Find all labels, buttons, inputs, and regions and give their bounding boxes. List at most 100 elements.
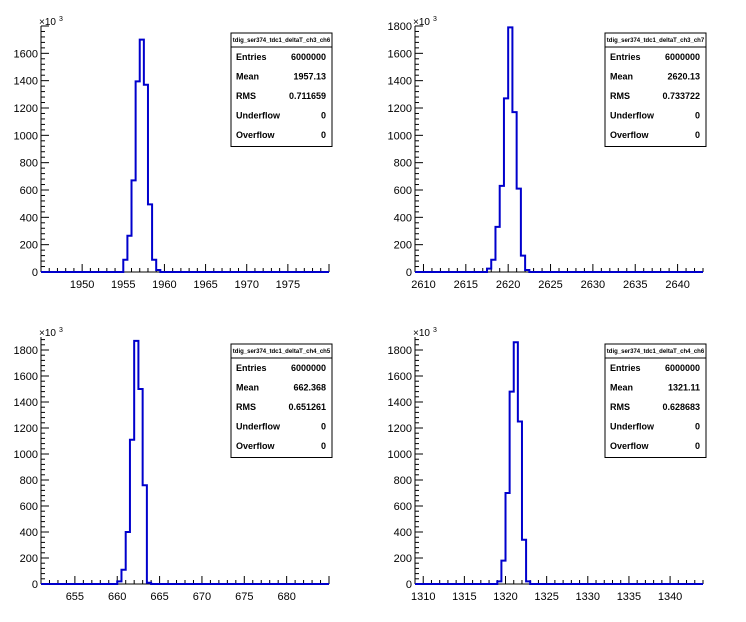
- x-tick-label: 680: [277, 591, 295, 603]
- stats-value-mean: 1321.11: [668, 383, 700, 393]
- y-tick-label: 1200: [388, 423, 412, 435]
- x-tick-label: 2635: [623, 279, 647, 291]
- stats-box: [230, 343, 333, 458]
- y-tick-label: 1600: [14, 371, 38, 383]
- stats-value-underflow: 0: [695, 111, 700, 121]
- y-tick-label: 1800: [388, 345, 412, 357]
- y-exponent-power: 3: [59, 327, 63, 334]
- stats-label-underflow: Underflow: [610, 422, 655, 432]
- y-tick-label: 1600: [388, 371, 412, 383]
- stats-label-mean: Mean: [236, 72, 259, 82]
- y-tick-label: 1800: [14, 345, 38, 357]
- y-exponent-power: 3: [433, 16, 437, 23]
- stats-label-rms: RMS: [236, 402, 256, 412]
- stats-box: [604, 343, 707, 458]
- y-tick-label: 600: [394, 185, 412, 197]
- histogram-pad-2: 2610 2615 2620 2625 2630 2635 2640 0 200 400 600 80…: [388, 16, 707, 291]
- y-exponent-label: ×10: [39, 328, 56, 339]
- y-tick-label: 1600: [388, 48, 412, 60]
- y-exponent-label: ×10: [39, 17, 56, 28]
- y-tick-label: 1400: [388, 76, 412, 88]
- y-tick-label: 1600: [14, 48, 38, 60]
- y-tick-label: 1200: [388, 103, 412, 115]
- x-tick-label: 1330: [576, 591, 600, 603]
- stats-value-rms: 0.733722: [662, 91, 700, 101]
- histogram-outline: [41, 38, 329, 273]
- stats-value-overflow: 0: [695, 130, 700, 140]
- x-tick-label: 1335: [617, 591, 641, 603]
- y-tick-label: 800: [20, 475, 38, 487]
- y-tick-label: 600: [20, 501, 38, 513]
- stats-title: tdig_ser374_tdc1_deltaT_ch4_ch5: [233, 349, 331, 355]
- stats-title: tdig_ser374_tdc1_deltaT_ch3_ch6: [233, 38, 331, 44]
- y-tick-label: 400: [20, 212, 38, 224]
- stats-label-entries: Entries: [610, 52, 641, 62]
- histogram-outline: [41, 339, 329, 585]
- x-tick-label: 670: [193, 591, 211, 603]
- stats-label-underflow: Underflow: [236, 422, 281, 432]
- x-tick-label: 675: [235, 591, 253, 603]
- y-exponent-label: ×10: [413, 328, 430, 339]
- stats-box: [230, 32, 333, 147]
- y-tick-label: 1000: [14, 130, 38, 142]
- y-tick-label: 0: [406, 579, 412, 591]
- x-tick-label: 2630: [581, 279, 605, 291]
- y-tick-label: 800: [20, 158, 38, 170]
- stats-value-entries: 6000000: [291, 52, 326, 62]
- histogram-pad-3: 655 660 665 670 675 680 0 200 400 600 800 1000 1200 1…: [14, 327, 333, 603]
- stats-label-underflow: Underflow: [236, 111, 281, 121]
- y-tick-label: 0: [32, 579, 38, 591]
- stats-title: tdig_ser374_tdc1_deltaT_ch4_ch6: [607, 349, 705, 355]
- y-tick-label: 200: [20, 240, 38, 252]
- x-tick-label: 1960: [152, 279, 176, 291]
- stats-title: tdig_ser374_tdc1_deltaT_ch3_ch7: [607, 38, 705, 44]
- y-tick-label: 1400: [14, 397, 38, 409]
- y-tick-label: 1200: [14, 103, 38, 115]
- x-tick-label: 1320: [493, 591, 517, 603]
- stats-box: [604, 32, 707, 147]
- y-tick-label: 200: [20, 553, 38, 565]
- x-tick-label: 1975: [276, 279, 300, 291]
- stats-label-rms: RMS: [236, 91, 256, 101]
- histogram-outline: [415, 341, 703, 585]
- x-tick-label: 1340: [658, 591, 682, 603]
- y-tick-label: 200: [394, 553, 412, 565]
- y-tick-label: 0: [406, 267, 412, 279]
- y-tick-label: 1000: [388, 449, 412, 461]
- y-tick-label: 800: [394, 158, 412, 170]
- stats-value-underflow: 0: [695, 422, 700, 432]
- stats-value-mean: 2620.13: [667, 72, 700, 82]
- x-tick-label: 1970: [234, 279, 258, 291]
- histogram-pad-4: 1310 1315 1320 1325 1330 1335 1340 0 200 400 600 80…: [388, 327, 707, 603]
- x-tick-label: 660: [108, 591, 126, 603]
- stats-value-mean: 662.368: [293, 383, 326, 393]
- y-exponent-power: 3: [433, 327, 437, 334]
- y-exponent-power: 3: [59, 16, 63, 23]
- y-tick-label: 1000: [14, 449, 38, 461]
- stats-value-entries: 6000000: [291, 363, 326, 373]
- stats-label-entries: Entries: [236, 363, 267, 373]
- x-tick-label: 665: [150, 591, 168, 603]
- stats-label-overflow: Overflow: [236, 441, 276, 451]
- stats-label-mean: Mean: [610, 383, 633, 393]
- x-tick-label: 2615: [454, 279, 478, 291]
- x-tick-label: 655: [66, 591, 84, 603]
- stats-label-rms: RMS: [610, 91, 630, 101]
- y-tick-label: 1800: [388, 21, 412, 33]
- x-tick-label: 2610: [411, 279, 435, 291]
- y-tick-label: 800: [394, 475, 412, 487]
- stats-label-rms: RMS: [610, 402, 630, 412]
- y-tick-label: 1000: [388, 130, 412, 142]
- y-exponent-label: ×10: [413, 17, 430, 28]
- stats-label-mean: Mean: [610, 72, 633, 82]
- stats-value-rms: 0.711659: [289, 91, 326, 101]
- stats-value-rms: 0.628683: [662, 402, 700, 412]
- x-tick-label: 1310: [411, 591, 435, 603]
- stats-value-overflow: 0: [321, 441, 326, 451]
- y-tick-label: 400: [394, 212, 412, 224]
- stats-value-rms: 0.651261: [288, 402, 326, 412]
- y-tick-label: 400: [20, 527, 38, 539]
- stats-label-overflow: Overflow: [236, 130, 276, 140]
- histogram-outline: [415, 26, 703, 273]
- y-tick-label: 200: [394, 240, 412, 252]
